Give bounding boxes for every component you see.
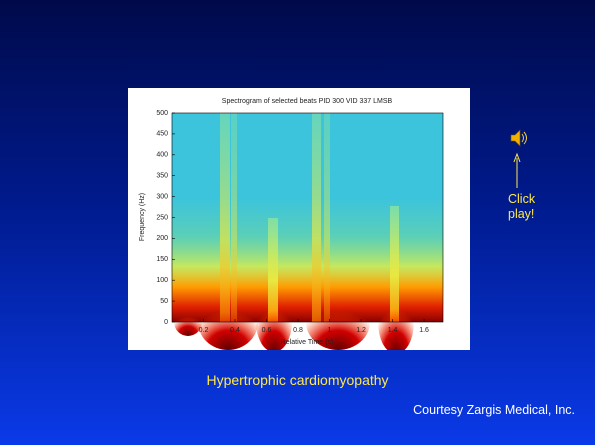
y-tick-label: 400 [156, 152, 168, 159]
x-tick-label: 1.2 [356, 327, 366, 334]
x-tick-label: 1.6 [419, 327, 429, 334]
y-tick-label: 150 [156, 256, 168, 263]
caption: Hypertrophic cardiomyopathy [206, 372, 389, 388]
y-tick-label: 50 [160, 298, 168, 305]
play-hint: Click play! [508, 192, 536, 221]
figure-title: Spectrogram of selected beats PID 300 VI… [222, 98, 393, 105]
credit: Courtesy Zargis Medical, Inc. [413, 403, 575, 417]
spectrogram-figure: Spectrogram of selected beats PID 300 VI… [128, 88, 470, 350]
y-tick-label: 0 [164, 319, 168, 326]
x-tick-label: 0.4 [230, 327, 240, 334]
speaker-play-button[interactable] [508, 128, 532, 192]
y-tick-label: 300 [156, 193, 168, 200]
x-tick-label: 0.8 [293, 327, 303, 334]
spectrogram-image [172, 113, 443, 350]
y-tick-label: 250 [156, 214, 168, 221]
y-axis-label: Frequency (Hz) [139, 193, 146, 241]
x-axis-label: Relative Time (s) [281, 339, 334, 346]
y-tick-label: 500 [156, 110, 168, 117]
x-tick-label: 0.2 [199, 327, 209, 334]
x-tick-label: 1.4 [388, 327, 398, 334]
y-tick-label: 450 [156, 131, 168, 138]
x-tick-label: 1 [328, 327, 332, 334]
y-tick-label: 100 [156, 277, 168, 284]
y-tick-label: 350 [156, 173, 168, 180]
y-tick-label: 200 [156, 235, 168, 242]
x-tick-label: 0.6 [262, 327, 272, 334]
